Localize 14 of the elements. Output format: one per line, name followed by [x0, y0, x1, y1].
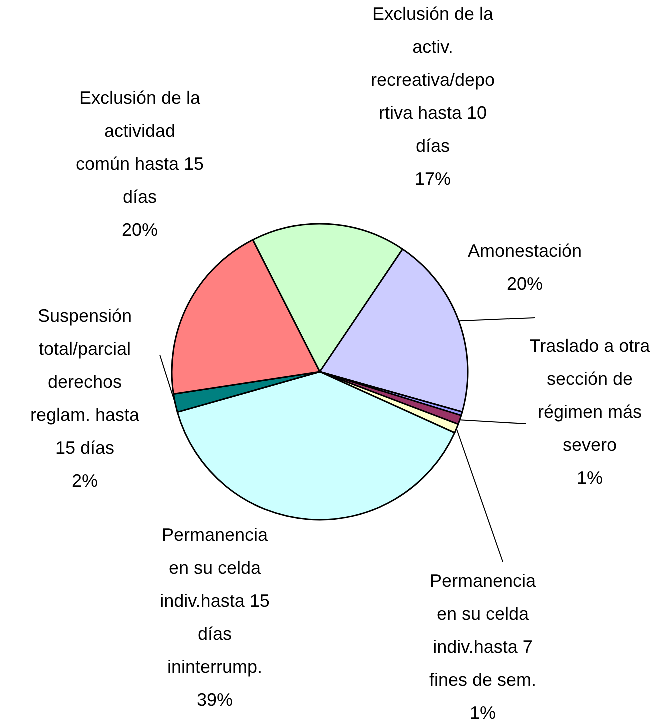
data-label: 20% — [506, 274, 544, 294]
data-label: 39% — [196, 690, 234, 710]
slice-label: Amonestación — [468, 241, 582, 261]
slice-label: Permanencia en su celda indiv.hasta 15 días ininterrump. — [160, 525, 270, 677]
slice-label: Suspensión total/parcial derechos reglam. hasta 15 días — [30, 306, 141, 458]
data-label: 20% — [122, 220, 158, 240]
data-label: 17% — [414, 169, 452, 189]
slice-label: Traslado a otra sección de régimen más severo — [530, 336, 652, 455]
slice-label: Exclusión de la activ. recreativa/depo rtiva hasta 10 días — [370, 4, 496, 156]
data-label: 1% — [576, 468, 604, 488]
data-label: 1% — [470, 703, 496, 723]
slice-label: Exclusión de la actividad común hasta 15 días — [76, 88, 204, 207]
slice-label: Permanencia en su celda indiv.hasta 7 fines de sem. — [429, 571, 538, 690]
data-label: 2% — [72, 471, 98, 491]
